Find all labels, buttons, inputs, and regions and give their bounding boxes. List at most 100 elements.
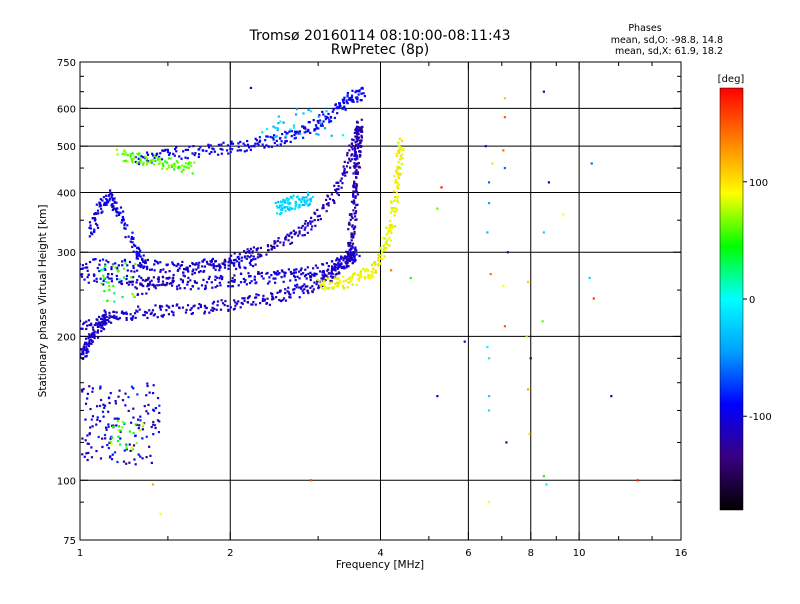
trace-point [224, 300, 227, 303]
trace-point [303, 228, 306, 231]
trace-point [138, 264, 141, 267]
trace-point [318, 214, 321, 217]
trace-point [345, 250, 348, 253]
trace-point [341, 275, 345, 278]
trace-point [132, 243, 136, 246]
trace-point [329, 120, 333, 123]
scatter-point [486, 231, 489, 234]
trace-point [227, 267, 230, 270]
trace-point [355, 184, 359, 187]
trace-point [203, 312, 206, 315]
trace-point [293, 276, 297, 279]
trace-point [85, 343, 89, 346]
trace-point [203, 304, 207, 308]
trace-point [132, 250, 135, 253]
trace-point [354, 151, 358, 154]
trace-point [146, 161, 149, 164]
trace-point [207, 277, 210, 280]
trace-point [139, 161, 142, 164]
trace-point [341, 285, 345, 289]
trace-point [110, 204, 113, 207]
trace-point [302, 136, 305, 139]
cluster-point [285, 135, 288, 138]
trace-point [360, 128, 363, 131]
trace-point [86, 269, 89, 272]
trace-point [87, 273, 90, 276]
trace-point [261, 143, 264, 146]
x-tick-label: 16 [675, 548, 688, 559]
trace-point [293, 274, 296, 277]
trace-point [255, 281, 258, 284]
trace-point [204, 284, 207, 287]
trace-point [239, 140, 242, 144]
trace-point [171, 284, 174, 287]
trace-point [287, 208, 291, 211]
trace-point [355, 131, 358, 134]
cluster-point [109, 440, 112, 444]
trace-point [325, 274, 328, 277]
trace-point [350, 247, 353, 251]
trace-point [358, 150, 362, 153]
trace-point [211, 258, 214, 262]
scatter-point [436, 207, 439, 210]
trace-point [366, 269, 369, 272]
trace-point [239, 149, 243, 152]
cluster-point [107, 410, 110, 413]
trace-point [146, 266, 149, 269]
trace-point [183, 287, 186, 290]
trace-point [338, 272, 341, 275]
trace-point [177, 284, 181, 287]
trace-point [337, 181, 340, 184]
trace-point [367, 274, 370, 278]
scatter-point [503, 325, 506, 328]
trace-point [202, 270, 205, 273]
trace-point [331, 110, 334, 113]
trace-point [194, 263, 197, 266]
trace-point [343, 160, 346, 163]
trace-point [273, 245, 276, 248]
trace-point [234, 304, 237, 307]
trace-point [80, 267, 83, 271]
trace-point [313, 219, 316, 222]
cluster-point [142, 422, 145, 425]
trace-point [357, 129, 360, 132]
trace-point [396, 165, 399, 169]
trace-point [125, 316, 128, 320]
cluster-point [96, 418, 99, 421]
trace-point [152, 276, 155, 279]
trace-point [99, 324, 103, 327]
trace-point [334, 282, 337, 285]
trace-point [211, 302, 215, 305]
trace-point [99, 207, 103, 210]
trace-point [116, 153, 119, 156]
trace-point [331, 287, 334, 291]
trace-point [181, 279, 185, 282]
trace-point [142, 156, 145, 159]
trace-point [108, 199, 111, 202]
trace-point [349, 252, 353, 255]
trace-point [92, 217, 95, 220]
trace-point [219, 147, 222, 151]
trace-point [356, 193, 360, 196]
trace-point [188, 145, 191, 148]
cluster-point [102, 403, 105, 406]
trace-point [121, 218, 124, 222]
trace-point [314, 124, 318, 127]
trace-point [115, 209, 118, 212]
trace-point [341, 284, 345, 287]
trace-point [124, 151, 127, 154]
cluster-point [124, 404, 127, 407]
trace-point [193, 280, 196, 283]
trace-point [303, 203, 306, 207]
trace-point [158, 158, 161, 161]
cluster-point [139, 419, 142, 422]
trace-point [143, 314, 146, 317]
trace-point [296, 234, 300, 237]
trace-point [126, 281, 129, 284]
cluster-point [292, 126, 296, 130]
trace-point [347, 228, 350, 231]
trace-point [145, 151, 149, 154]
trace-point [298, 296, 301, 299]
trace-point [171, 262, 175, 266]
trace-point [357, 162, 360, 165]
